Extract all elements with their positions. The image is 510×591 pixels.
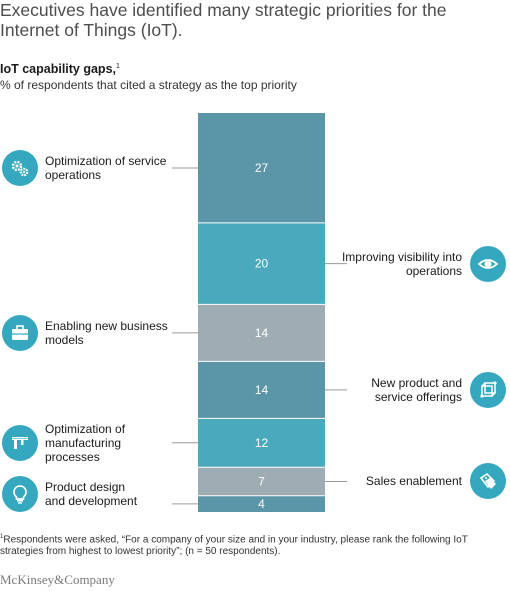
eye-icon <box>470 245 506 282</box>
briefcase-icon <box>2 314 38 351</box>
bar-segment <box>198 418 325 468</box>
category-label-line: New product and <box>371 375 462 390</box>
category-label: New product and service offerings <box>330 376 462 404</box>
chart-title: Executives have identified many strategi… <box>0 0 447 40</box>
bar-value-label: 7 <box>258 474 265 488</box>
lightbulb-icon <box>2 475 38 512</box>
bar-segment <box>198 495 325 512</box>
caliper-icon <box>2 424 38 461</box>
bar-value-label: 12 <box>255 436 269 450</box>
footnote-text: Respondents were asked, “For a company o… <box>0 534 468 558</box>
bar-value-label: 4 <box>258 497 265 511</box>
bar-segment <box>198 304 325 362</box>
brand-logo-text: McKinsey&Company <box>0 572 115 587</box>
category-label: Optimization of manufacturing processes <box>45 422 175 464</box>
category-label: Sales enablement <box>330 474 462 488</box>
category-label-line: Product design <box>45 479 126 494</box>
chart-subtitle: IoT capability gaps,1 <box>0 62 120 76</box>
chart-description: % of respondents that cited a strategy a… <box>0 78 297 92</box>
category-label-line: Sales enablement <box>365 474 462 489</box>
subtitle-text: IoT capability gaps, <box>0 62 116 76</box>
bar-segment <box>198 113 325 223</box>
category-label-line: Optimization of service <box>45 153 167 168</box>
gears-icon <box>2 149 38 186</box>
bar-value-label: 27 <box>255 161 269 175</box>
bar-value-label: 14 <box>255 326 269 340</box>
category-label-line: operations <box>45 167 102 182</box>
category-label: Enabling new business models <box>45 319 175 347</box>
bar-value-label: 14 <box>255 383 269 397</box>
category-label: Optimization of service operations <box>45 154 175 182</box>
category-label-line: Improving visibility into <box>341 249 462 264</box>
category-label-line: models <box>45 332 84 347</box>
subtitle-footnote-marker: 1 <box>116 62 120 70</box>
cube-network-icon <box>470 371 506 408</box>
bar-segment <box>198 467 325 496</box>
category-label-line: and development <box>45 493 138 508</box>
category-label-line: operations <box>405 263 462 278</box>
category-label-line: Enabling new business <box>45 318 168 333</box>
footnote: 1Respondents were asked, “For a company … <box>0 531 505 558</box>
category-label: Product design and development <box>45 480 175 508</box>
price-tags-icon <box>470 463 506 500</box>
footnote-marker: 1 <box>0 534 4 540</box>
bar-segment <box>198 361 325 419</box>
bar-segment <box>198 222 325 305</box>
category-label-line: Optimization of <box>45 421 126 436</box>
bar-value-label: 20 <box>255 257 269 271</box>
category-label-line: service offerings <box>374 389 462 404</box>
category-label: Improving visibility into operations <box>330 250 462 278</box>
category-label-line: manufacturing <box>45 435 122 450</box>
category-label-line: processes <box>45 449 100 464</box>
